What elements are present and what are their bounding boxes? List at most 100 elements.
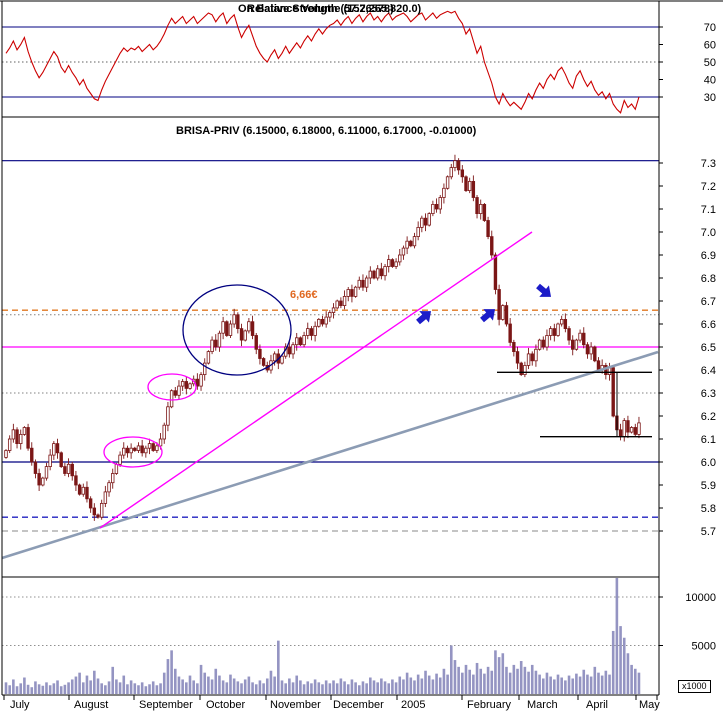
august-base-ellipse: [103, 436, 163, 468]
candle-body: [81, 486, 85, 495]
candle-body: [250, 321, 255, 336]
candle-body: [221, 321, 225, 334]
candle-body: [188, 383, 192, 389]
candle-body: [103, 491, 108, 504]
candle-body: [99, 502, 104, 518]
month-label: February: [467, 699, 512, 711]
volume-bar: [85, 675, 89, 694]
candle-body: [125, 447, 130, 454]
volume-bar: [409, 677, 413, 694]
candle-body: [508, 323, 512, 343]
annotation-arrow: [480, 309, 496, 323]
volume-bar: [578, 676, 582, 694]
candle-body: [548, 328, 553, 336]
price-axis-label: 6.5: [701, 342, 716, 354]
candle-body: [309, 328, 314, 336]
volume-bar: [155, 685, 159, 694]
volume-bar: [490, 670, 494, 694]
month-label: July: [10, 699, 30, 711]
candle-body: [44, 466, 49, 479]
volume-bar: [383, 681, 387, 694]
candle-body: [147, 443, 152, 449]
volume-bar: [461, 672, 464, 694]
candle-body: [162, 424, 166, 440]
candle-body: [633, 427, 637, 435]
candle-body: [493, 254, 498, 290]
candle-body: [184, 381, 189, 389]
volume-bar: [486, 666, 490, 694]
volume-bar: [328, 683, 332, 694]
volume-bar: [96, 678, 100, 694]
candle-body: [427, 213, 431, 226]
candle-body: [74, 475, 78, 486]
candle-body: [519, 362, 523, 376]
candle-body: [298, 337, 303, 346]
candle-body: [85, 486, 89, 500]
volume-bar: [218, 675, 221, 694]
month-label: September: [139, 699, 193, 711]
candle-body: [335, 300, 339, 309]
candle-body: [22, 427, 27, 435]
volume-bar: [251, 682, 254, 694]
volume-bar: [133, 683, 137, 694]
candle-body: [177, 385, 181, 396]
volume-bar: [622, 637, 626, 694]
volume-bar: [494, 650, 497, 694]
rsi-axis-label: 50: [704, 57, 716, 69]
volume-axis-label: 5000: [692, 641, 716, 653]
volume-bar: [89, 680, 92, 694]
candle-body: [512, 341, 516, 352]
price-panel-title: BRISA-PRIV (6.15000, 6.18000, 6.11000, 6…: [176, 125, 477, 137]
volume-bar: [26, 684, 30, 694]
volume-bar: [265, 678, 269, 694]
volume-bar: [582, 669, 586, 694]
volume-bar: [604, 670, 608, 694]
volume-bar: [302, 684, 306, 694]
candle-body: [637, 422, 641, 435]
candle-body: [7, 438, 12, 451]
volume-bar: [30, 687, 34, 694]
candle-body: [467, 180, 472, 191]
volume-bar: [549, 676, 552, 694]
candle-body: [199, 374, 203, 387]
volume-bar: [19, 683, 23, 694]
candle-body: [52, 443, 56, 456]
candle-body: [272, 353, 277, 362]
volume-bar: [221, 680, 225, 694]
volume-bar: [214, 668, 218, 694]
candle-body: [504, 305, 509, 325]
volume-bar: [148, 684, 151, 694]
candle-body: [482, 203, 487, 221]
month-label: March: [527, 699, 558, 711]
candle-body: [438, 197, 442, 210]
candle-body: [261, 358, 266, 366]
volume-bar: [332, 680, 335, 694]
candle-body: [206, 351, 211, 364]
candle-body: [331, 307, 336, 313]
candle-body: [320, 318, 325, 325]
volume-bar: [181, 679, 184, 694]
volume-bar: [475, 662, 479, 694]
volume-bar: [313, 679, 317, 694]
volume-bar: [162, 672, 166, 694]
volume-bar: [177, 676, 181, 694]
month-label: April: [586, 699, 608, 711]
volume-bar: [637, 672, 641, 694]
volume-bar: [232, 678, 236, 694]
candle-body: [41, 477, 45, 486]
volume-bar: [343, 681, 346, 694]
candle-body: [563, 318, 568, 329]
rsi-axis-label: 40: [704, 75, 716, 87]
volume-bar: [372, 680, 376, 694]
volume-bar: [12, 679, 15, 694]
volume-bar: [8, 685, 11, 694]
price-axis-label: 7.3: [701, 158, 716, 170]
candle-body: [313, 325, 317, 336]
candle-body: [571, 339, 575, 350]
volume-bar: [93, 670, 96, 694]
volume-bar: [173, 668, 177, 694]
volume-bar: [288, 678, 291, 694]
volume-bar: [564, 680, 567, 694]
candle-body: [357, 279, 361, 288]
